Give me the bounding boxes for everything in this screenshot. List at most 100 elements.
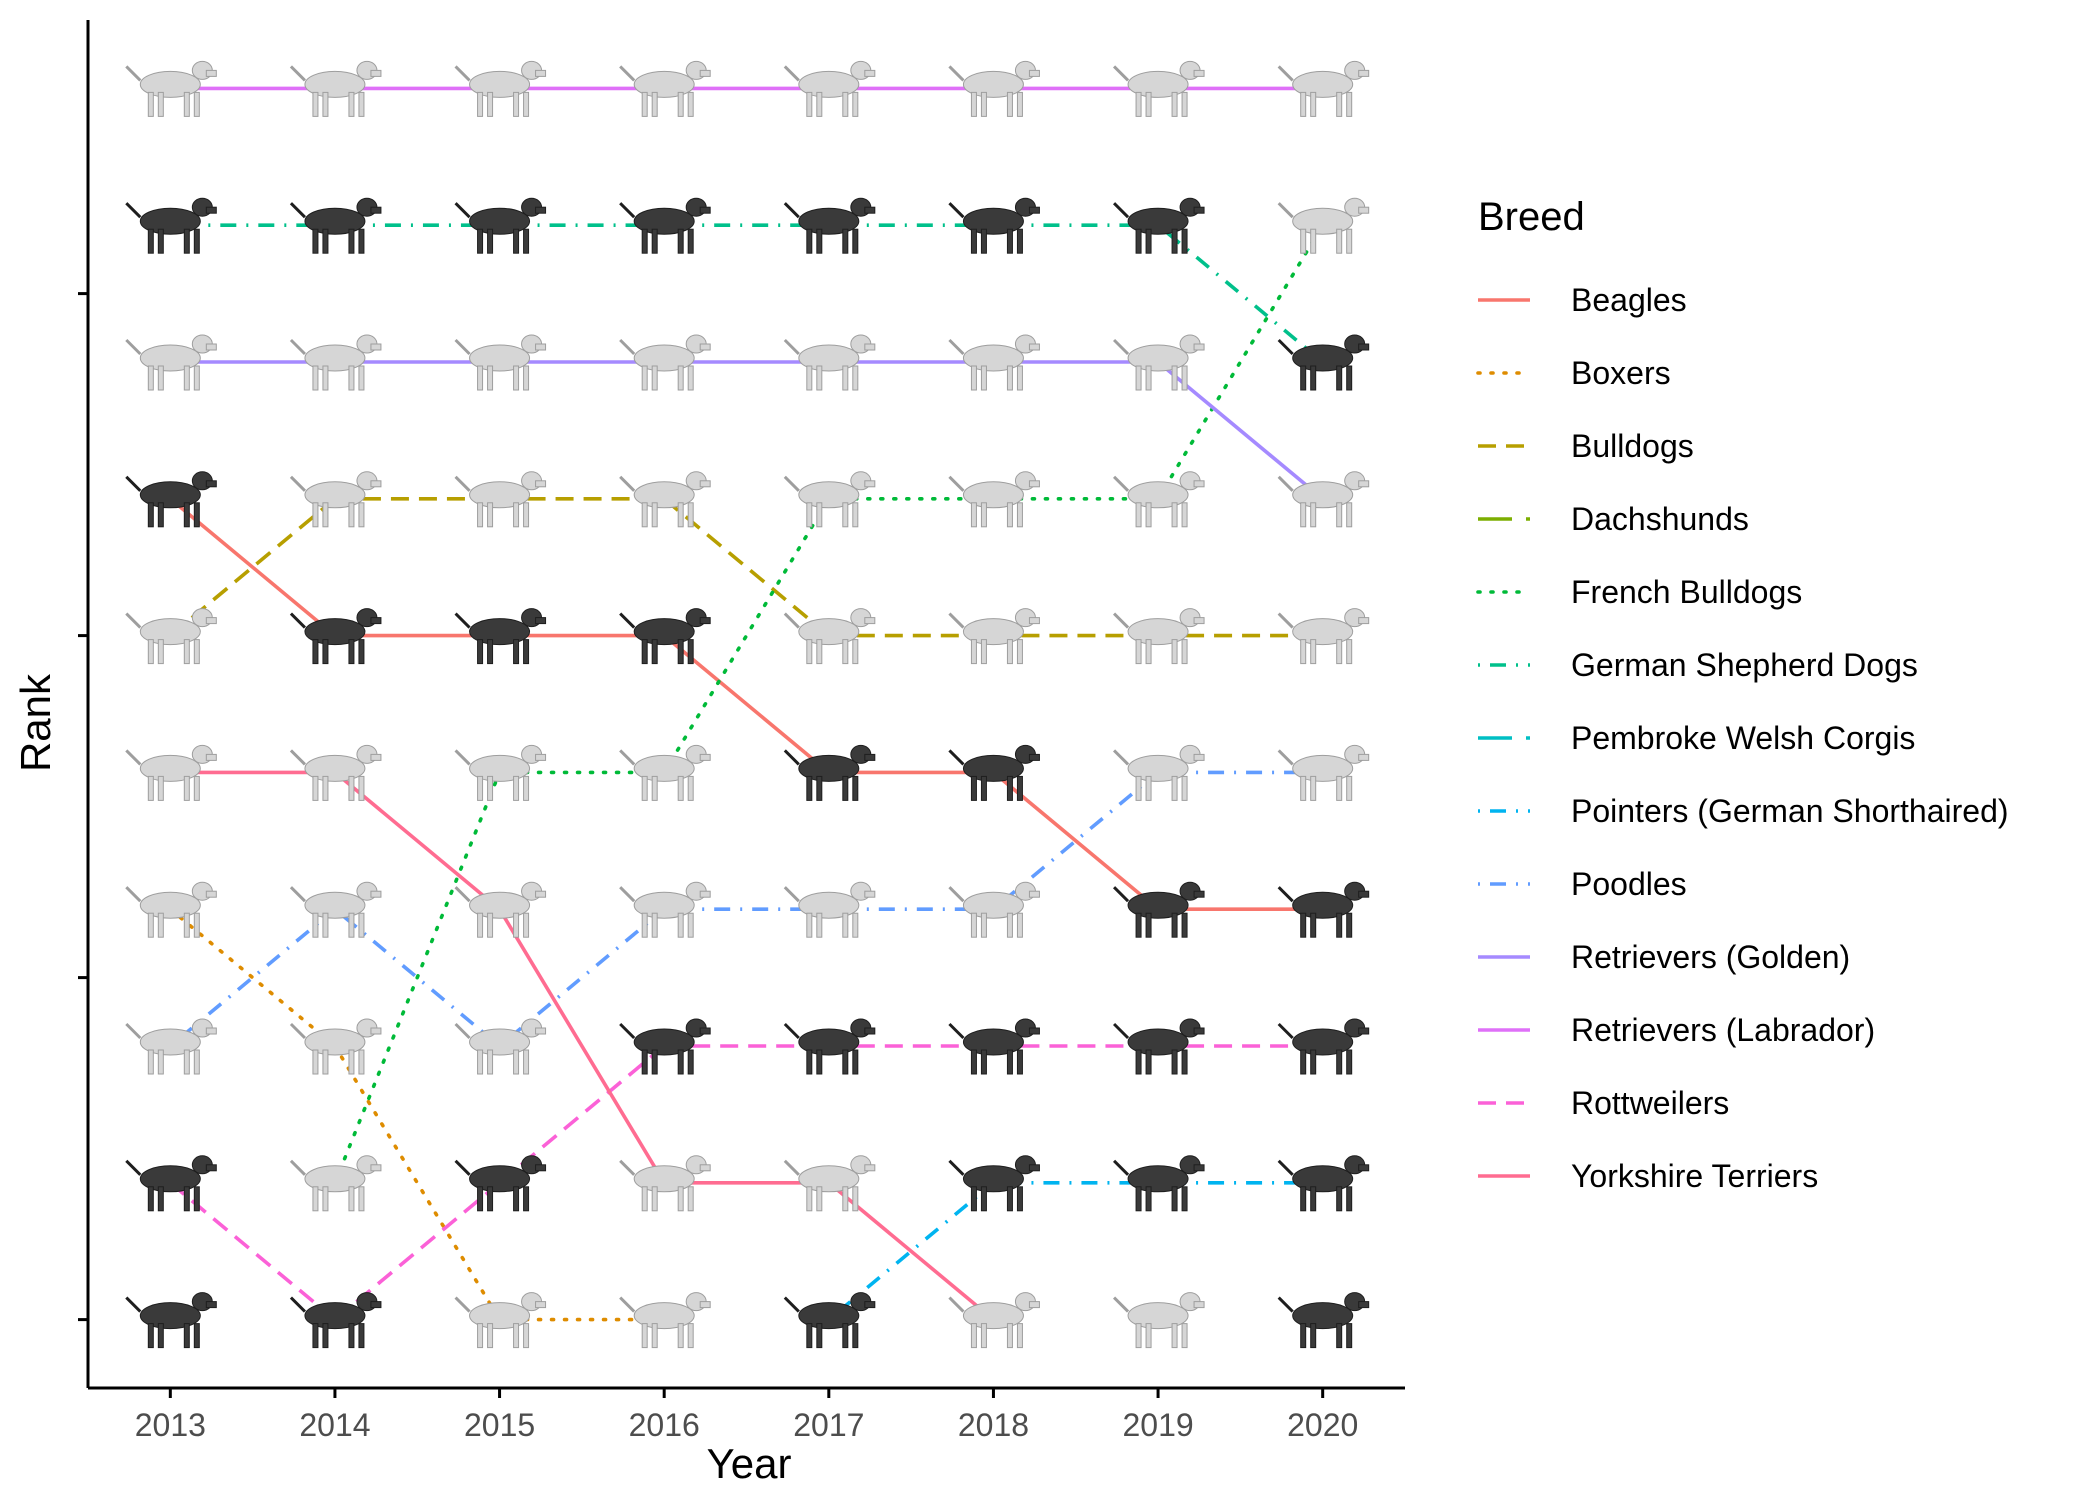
x-tick-label: 2015 — [464, 1407, 535, 1443]
legend-label: Retrievers (Golden) — [1571, 939, 1850, 975]
rottweiler-icon — [1277, 1018, 1370, 1075]
bulldog-icon — [1277, 608, 1370, 665]
legend-items: Beagles Boxers Bulldogs Dachshunds French Bu… — [1476, 282, 2009, 1194]
labrador-icon — [125, 60, 217, 117]
poodle-icon — [1277, 744, 1370, 801]
legend-item: Pembroke Welsh Corgis — [1478, 720, 1915, 756]
x-tick-label: 2020 — [1287, 1407, 1358, 1443]
axes: 2013 2014 2015 2016 2017 2018 2019 2020 — [78, 20, 1405, 1443]
x-tick-label: 2019 — [1122, 1407, 1193, 1443]
series-line-pointers-german-shorthaired — [827, 1181, 995, 1321]
poodle-icon — [619, 881, 711, 938]
x-tick-label: 2013 — [135, 1407, 206, 1443]
yorkshire-terrier-icon — [289, 744, 382, 801]
legend-label: Dachshunds — [1571, 501, 1749, 537]
series-line-poodles — [498, 907, 666, 1048]
poodle-icon — [125, 1018, 217, 1075]
labrador-icon — [1277, 60, 1370, 117]
legend-label: Poodles — [1571, 866, 1687, 902]
legend-label: Boxers — [1571, 355, 1671, 391]
rottweiler-icon — [125, 1155, 217, 1212]
beagle-icon — [289, 608, 382, 665]
french-bulldog-icon — [1113, 471, 1205, 528]
series-line-german-shepherd-dogs — [1156, 223, 1324, 364]
french-bulldog-icon — [289, 1155, 382, 1212]
legend-item: Retrievers (Golden) — [1478, 939, 1850, 975]
x-tick-label: 2018 — [958, 1407, 1029, 1443]
poodle-icon — [289, 881, 382, 938]
poodle-icon — [454, 1018, 547, 1075]
yorkshire-terrier-icon — [454, 881, 547, 938]
legend-label: Retrievers (Labrador) — [1571, 1012, 1875, 1048]
legend-label: Bulldogs — [1571, 428, 1694, 464]
german-shepherd-icon — [783, 197, 876, 254]
poodle-icon — [783, 881, 876, 938]
labrador-icon — [1113, 60, 1205, 117]
legend-item: Dachshunds — [1478, 501, 1749, 537]
series-line-french-bulldogs — [662, 496, 831, 775]
corgi-icon — [1113, 1292, 1205, 1349]
legend-label: Pointers (German Shorthaired) — [1571, 793, 2009, 829]
rottweiler-icon — [619, 1018, 711, 1075]
beagle-icon — [454, 608, 547, 665]
x-tick-label: 2014 — [299, 1407, 370, 1443]
legend-item: German Shepherd Dogs — [1478, 647, 1918, 683]
boxer-icon — [454, 1292, 547, 1349]
y-axis-title: Rank — [12, 673, 59, 772]
labrador-icon — [289, 60, 382, 117]
golden-retriever-icon — [1277, 471, 1370, 528]
x-tick-label: 2016 — [629, 1407, 700, 1443]
series-line-boxers — [333, 1044, 502, 1322]
yorkshire-terrier-icon — [948, 1292, 1040, 1349]
series-line-yorkshire-terriers — [498, 908, 666, 1184]
legend-label: French Bulldogs — [1571, 574, 1802, 610]
rottweiler-icon — [948, 1018, 1040, 1075]
beagle-icon — [125, 471, 217, 528]
x-axis-title: Year — [707, 1440, 792, 1487]
pointer-icon — [1113, 1155, 1205, 1212]
bulldog-icon — [125, 608, 217, 665]
bulldog-icon — [619, 471, 711, 528]
series-line-boxers — [168, 907, 337, 1048]
x-tick-label: 2017 — [793, 1407, 864, 1443]
rottweiler-icon — [783, 1018, 876, 1075]
series-line-french-bulldogs — [333, 770, 502, 1185]
legend-item: French Bulldogs — [1476, 574, 1802, 610]
legend-label: Beagles — [1571, 282, 1687, 318]
series-line-poodles — [169, 907, 337, 1048]
dachshund-icon — [125, 1292, 217, 1349]
legend-item: Rottweilers — [1478, 1085, 1729, 1121]
german-shepherd-icon — [289, 197, 382, 254]
beagle-icon — [619, 608, 711, 665]
bulldog-icon — [289, 471, 382, 528]
beagle-icon — [783, 744, 876, 801]
german-shepherd-icon — [1277, 334, 1370, 391]
legend-item: Boxers — [1476, 355, 1671, 391]
pointer-icon — [1277, 1155, 1370, 1212]
legend-item: Poodles — [1478, 866, 1687, 902]
series-line-french-bulldogs — [1156, 223, 1325, 501]
dachshund-icon — [1277, 1292, 1370, 1349]
golden-retriever-icon — [125, 334, 217, 391]
golden-retriever-icon — [289, 334, 382, 391]
labrador-icon — [783, 60, 876, 117]
bulldog-icon — [1113, 608, 1205, 665]
bulldog-icon — [948, 608, 1040, 665]
legend-title: Breed — [1478, 195, 1585, 239]
legend-item: Bulldogs — [1478, 428, 1694, 464]
boxer-icon — [125, 881, 217, 938]
labrador-icon — [619, 60, 711, 117]
series-line-poodles — [992, 771, 1160, 911]
rottweiler-icon — [454, 1155, 547, 1212]
legend-item: Beagles — [1478, 282, 1687, 318]
golden-retriever-icon — [619, 334, 711, 391]
french-bulldog-icon — [454, 744, 547, 801]
boxer-icon — [619, 1292, 711, 1349]
french-bulldog-icon — [948, 471, 1040, 528]
pointer-icon — [948, 1155, 1040, 1212]
legend-item: Pointers (German Shorthaired) — [1478, 793, 2009, 829]
french-bulldog-icon — [783, 471, 876, 528]
legend-item: Retrievers (Labrador) — [1478, 1012, 1875, 1048]
german-shepherd-icon — [1113, 197, 1205, 254]
